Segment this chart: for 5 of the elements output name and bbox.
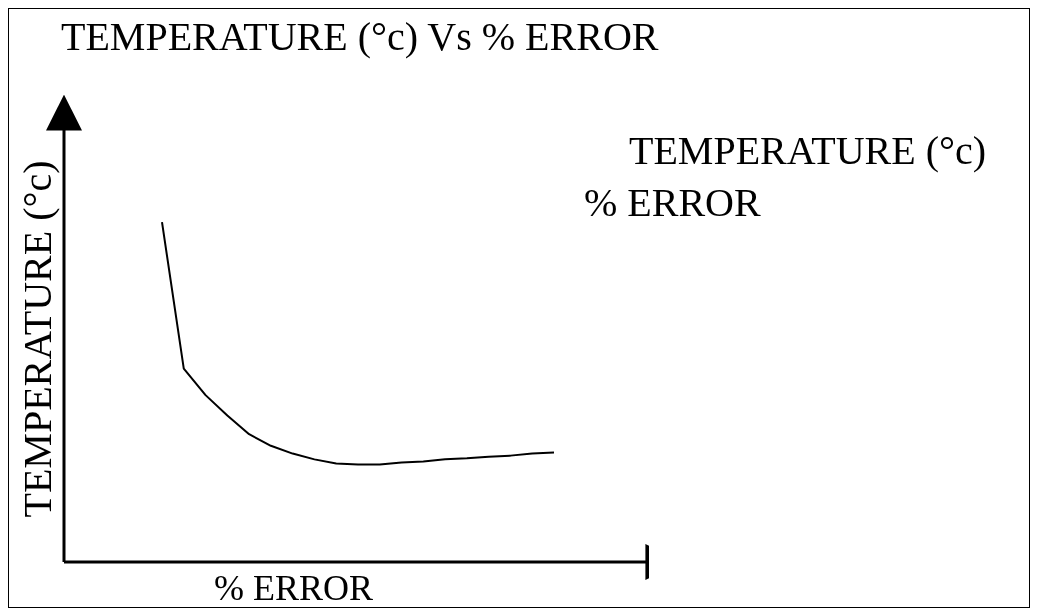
y-axis-title: TEMPERATURE (°c)	[13, 160, 61, 518]
text: TEMPERATURE (°c)	[629, 127, 987, 174]
text: % ERROR	[584, 179, 761, 226]
x-axis-title: % ERROR	[214, 568, 374, 608]
chart-title: TEMPERATURE (°c) Vs % ERROR	[61, 13, 659, 60]
